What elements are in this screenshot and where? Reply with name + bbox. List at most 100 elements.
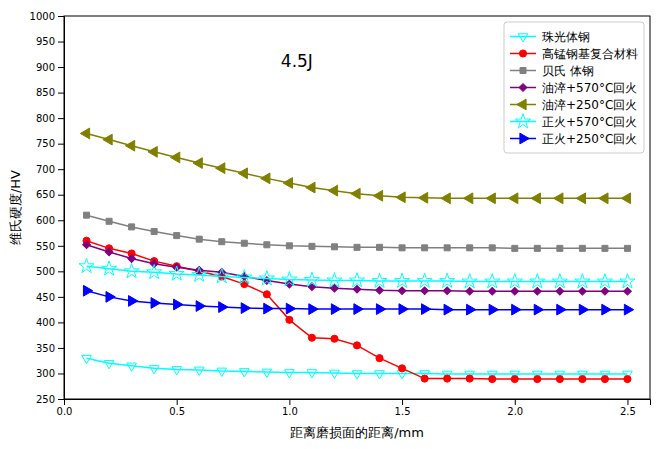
tick-label: 400 xyxy=(36,317,55,328)
point xyxy=(84,212,90,218)
tick-mark xyxy=(58,348,64,349)
point xyxy=(489,245,495,251)
point xyxy=(147,264,162,278)
tick: 1000 xyxy=(30,11,64,22)
point xyxy=(151,298,160,309)
tick: 550 xyxy=(36,241,64,252)
legend-item: 油淬+250°C回火 xyxy=(510,98,637,112)
point xyxy=(485,274,500,288)
tick-mark xyxy=(177,399,178,405)
tick: 300 xyxy=(36,368,64,379)
series xyxy=(79,258,635,288)
tick-mark xyxy=(58,16,64,17)
tick: 700 xyxy=(36,164,64,175)
legend-item: 珠光体钢 xyxy=(510,30,590,44)
point xyxy=(399,304,408,315)
point xyxy=(466,375,473,382)
tick-mark xyxy=(58,93,64,94)
point xyxy=(219,239,225,245)
point xyxy=(444,375,451,382)
point xyxy=(174,233,180,239)
tick: 0.0 xyxy=(57,399,73,417)
point xyxy=(331,244,337,250)
point xyxy=(307,370,317,378)
point xyxy=(238,168,247,179)
tick-mark xyxy=(58,169,64,170)
point xyxy=(264,242,270,248)
point xyxy=(349,273,364,287)
point xyxy=(399,365,406,372)
point xyxy=(306,182,315,193)
point xyxy=(422,245,428,251)
tick-mark xyxy=(58,42,64,43)
series-line xyxy=(87,358,628,374)
point xyxy=(601,287,609,295)
tick: 1.5 xyxy=(395,399,411,417)
point xyxy=(576,193,585,204)
legend-label: 油淬+570°C回火 xyxy=(542,81,637,95)
point xyxy=(422,304,431,315)
series xyxy=(83,285,633,315)
tick: 2.0 xyxy=(507,399,523,417)
point xyxy=(463,193,472,204)
point xyxy=(327,273,342,287)
point xyxy=(624,287,632,295)
point xyxy=(509,193,518,204)
point xyxy=(534,376,541,383)
legend-item: 正火+570°C回火 xyxy=(510,114,637,129)
tick: 2.5 xyxy=(620,399,636,417)
point xyxy=(174,299,183,310)
point xyxy=(467,304,476,315)
point xyxy=(241,281,248,288)
tick: 500 xyxy=(36,266,64,277)
point xyxy=(599,193,608,204)
tick-label: 950 xyxy=(36,36,55,47)
point xyxy=(309,243,315,249)
legend-label: 油淬+250°C回火 xyxy=(542,98,637,112)
tick-label: 1.0 xyxy=(282,406,298,417)
tick: 0.5 xyxy=(169,399,185,417)
tick-mark xyxy=(58,144,64,145)
point xyxy=(127,363,137,371)
tick-mark xyxy=(58,399,64,400)
point xyxy=(511,287,519,295)
point xyxy=(170,152,179,163)
point xyxy=(557,304,566,315)
point xyxy=(106,291,115,302)
point xyxy=(421,287,429,295)
point xyxy=(129,224,135,230)
point xyxy=(354,304,363,315)
point xyxy=(82,355,92,363)
x-axis: 0.0 0.5 1.0 1.5 2.0 2.5 xyxy=(57,399,651,417)
point xyxy=(602,304,611,315)
tick: 350 xyxy=(36,343,64,354)
tick-label: 700 xyxy=(36,164,55,175)
point xyxy=(103,134,112,145)
point xyxy=(421,375,428,382)
legend-label: 正火+250°C回火 xyxy=(542,132,637,146)
legend-item: 贝氏 体钢 xyxy=(510,64,594,78)
legend-marker xyxy=(515,114,530,128)
tick-label: 550 xyxy=(36,241,55,252)
point xyxy=(533,287,541,295)
legend-marker xyxy=(519,50,526,57)
point xyxy=(552,274,567,288)
point xyxy=(444,245,450,251)
point xyxy=(554,193,563,204)
tick-mark xyxy=(289,399,290,405)
point xyxy=(467,245,473,251)
point xyxy=(440,273,455,287)
legend-label: 贝氏 体钢 xyxy=(542,64,594,78)
tick-mark xyxy=(58,373,64,374)
legend-swatch xyxy=(510,121,536,123)
point xyxy=(263,291,270,298)
y-axis: 2503003504004505005506006507007508008509… xyxy=(30,11,65,405)
point xyxy=(241,240,247,246)
point xyxy=(511,376,518,383)
series xyxy=(83,237,631,383)
legend-box xyxy=(504,22,644,153)
point xyxy=(83,241,91,249)
tick: 850 xyxy=(36,87,64,98)
tick: 400 xyxy=(36,317,64,328)
tick-label: 1000 xyxy=(30,11,55,22)
